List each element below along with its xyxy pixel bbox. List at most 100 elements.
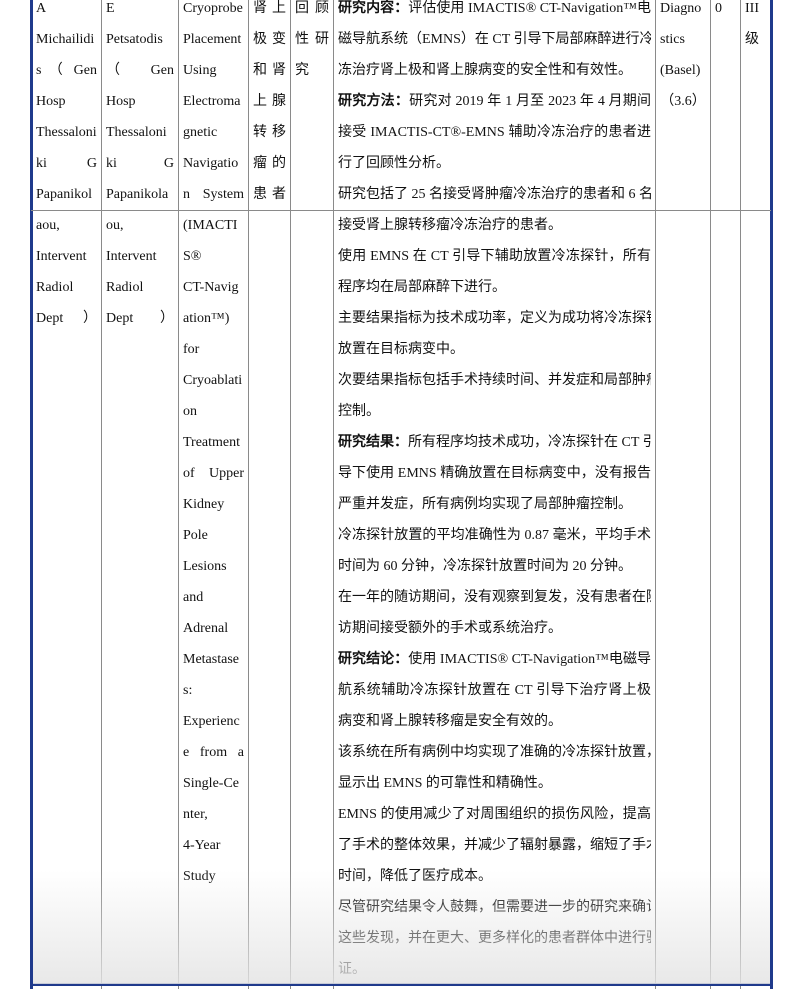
cell-line: 性研: [295, 32, 329, 47]
summary-line: 证。: [338, 954, 651, 985]
summary-text: 在一年的随访期间，没有观察到复发，没有患者在随: [338, 590, 651, 605]
summary-line: 航系统辅助冷冻探针放置在 CT 引导下治疗肾上极: [338, 675, 651, 706]
section-heading: 研究内容：: [338, 1, 409, 16]
summary-line: 冷冻探针放置的平均准确性为 0.87 毫米，平均手术: [338, 520, 651, 551]
summary-text: 接受 IMACTIS-CT®-EMNS 辅助冷冻治疗的患者进: [338, 125, 651, 140]
cell-line: 级: [745, 32, 759, 47]
summary-text: 访期间接受额外的手术或系统治疗。: [338, 621, 562, 636]
summary-line: 接受肾上腺转移瘤冷冻治疗的患者。: [338, 210, 651, 241]
cell-line: 转移: [253, 125, 286, 140]
cell-line: Cryoablati: [183, 373, 243, 388]
summary-line: 病变和肾上腺转移瘤是安全有效的。: [338, 706, 651, 737]
cell-line: III: [745, 1, 759, 16]
cell-line: E: [106, 1, 115, 16]
summary-line: 研究结果：所有程序均技术成功，冷冻探针在 CT 引: [338, 427, 651, 458]
cell-line: s:: [183, 683, 193, 698]
cell-line: Lesions: [183, 559, 227, 574]
summary-text: 行了回顾性分析。: [338, 156, 450, 171]
cell-line: Single-Ce: [183, 776, 239, 791]
summary-text: 冷冻探针放置的平均准确性为 0.87 毫米，平均手术: [338, 528, 651, 543]
cell-line: and: [183, 590, 204, 605]
cell-line: 0: [715, 1, 722, 16]
summary-line: 磁导航系统（EMNS）在 CT 引导下局部麻醉进行冷: [338, 24, 651, 55]
cell-line: Hosp: [36, 94, 66, 109]
summary-text: 显示出 EMNS 的可靠性和精确性。: [338, 776, 552, 791]
cell-author-2: ou, Intervent Radiol Dept）: [106, 210, 174, 334]
summary-line: 使用 EMNS 在 CT 引导下辅助放置冷冻探针，所有: [338, 241, 651, 272]
cell-line: A: [36, 1, 47, 16]
cell-line: e from a: [183, 745, 244, 760]
cell-line: ou,: [106, 218, 124, 233]
summary-text: 了手术的整体效果，并减少了辐射暴露，缩短了手术: [338, 838, 651, 853]
summary-line: 访期间接受额外的手术或系统治疗。: [338, 613, 651, 644]
cell-line: 患者: [253, 187, 286, 202]
cell-line: Diagno: [660, 1, 702, 16]
cell-author-1: aou, Intervent Radiol Dept）: [36, 210, 97, 334]
cell-line: Treatment: [183, 435, 241, 450]
summary-line: 研究包括了 25 名接受肾肿瘤冷冻治疗的患者和 6 名: [338, 179, 651, 210]
cell-line: Radiol: [106, 280, 144, 295]
summary-line: 次要结果指标包括手术持续时间、并发症和局部肿瘤: [338, 365, 651, 396]
column-divider: [248, 0, 249, 989]
cell-line: Intervent: [36, 249, 87, 264]
section-heading: 研究结论：: [338, 652, 409, 667]
column-divider: [101, 0, 102, 989]
cell-line: ki G: [106, 156, 174, 171]
cell-line: gnetic: [183, 125, 218, 140]
cell-line: (IMACTI: [183, 218, 238, 233]
cell-line: (Basel): [660, 63, 701, 78]
summary-line: 控制。: [338, 396, 651, 427]
cell-summary: 研究内容：评估使用 IMACTIS® CT-Navigation™电 磁导航系统（…: [338, 0, 651, 210]
summary-line: 冻治疗肾上极和肾上腺病变的安全性和有效性。: [338, 55, 651, 86]
cell-line: Intervent: [106, 249, 157, 264]
cell-line: Electroma: [183, 94, 241, 109]
cell-line: ation™): [183, 311, 230, 326]
cell-line: 究: [295, 63, 309, 78]
summary-text: 证。: [338, 962, 366, 977]
column-divider: [333, 0, 334, 989]
cell-title: (IMACTI S® CT-Navig ation™) for Cryoablati on T…: [183, 210, 244, 892]
summary-text: 控制。: [338, 404, 380, 419]
summary-line: 程序均在局部麻醉下进行。: [338, 272, 651, 303]
cell-line: CT-Navig: [183, 280, 239, 295]
summary-text: 研究包括了 25 名接受肾肿瘤冷冻治疗的患者和 6 名: [338, 187, 651, 202]
cell-line: Dept）: [106, 311, 174, 326]
cell-line: Radiol: [36, 280, 74, 295]
cell-line: 瘤的: [253, 156, 286, 171]
cell-line: Thessaloni: [106, 125, 167, 140]
cell-line: Adrenal: [183, 621, 229, 636]
summary-line: 严重并发症，所有病例均实现了局部肿瘤控制。: [338, 489, 651, 520]
cell-summary: 接受肾上腺转移瘤冷冻治疗的患者。使用 EMNS 在 CT 引导下辅助放置冷冻探针…: [338, 210, 651, 985]
cell-line: aou,: [36, 218, 60, 233]
cell-line: s （ Gen: [36, 63, 97, 78]
cell-line: Pole: [183, 528, 208, 543]
cell-line: stics: [660, 32, 685, 47]
summary-line: 接受 IMACTIS-CT®-EMNS 辅助冷冻治疗的患者进: [338, 117, 651, 148]
summary-text: 放置在目标病变中。: [338, 342, 464, 357]
summary-text: 航系统辅助冷冻探针放置在 CT 引导下治疗肾上极: [338, 683, 651, 698]
cell-line: of Upper: [183, 466, 244, 481]
table-section-border: [31, 983, 773, 986]
summary-line: 了手术的整体效果，并减少了辐射暴露，缩短了手术: [338, 830, 651, 861]
cell-line: Hosp: [106, 94, 136, 109]
cell-line: on: [183, 404, 197, 419]
row-divider: [31, 210, 771, 211]
cell-evidence-level: III 级: [745, 0, 766, 55]
cell-line: （3.6）: [660, 94, 706, 109]
summary-line: 该系统在所有病例中均实现了准确的冷冻探针放置，: [338, 737, 651, 768]
cell-line: for: [183, 342, 200, 357]
cell-line: S®: [183, 249, 202, 264]
cell-line: Study: [183, 869, 216, 884]
summary-text: 尽管研究结果令人鼓舞，但需要进一步的研究来确认: [338, 900, 651, 915]
column-divider: [290, 0, 291, 989]
summary-line: 在一年的随访期间，没有观察到复发，没有患者在随: [338, 582, 651, 613]
cell-line: Dept）: [36, 311, 97, 326]
table-outer-border: [30, 0, 33, 989]
summary-text: 次要结果指标包括手术持续时间、并发症和局部肿瘤: [338, 373, 651, 388]
cell-study-design: 回顾 性研究: [295, 0, 329, 86]
summary-line: EMNS 的使用减少了对周围组织的损伤风险，提高: [338, 799, 651, 830]
summary-text: 使用 EMNS 在 CT 引导下辅助放置冷冻探针，所有: [338, 249, 651, 264]
cell-line: Placement: [183, 32, 242, 47]
cell-line: Metastase: [183, 652, 239, 667]
summary-text: 这些发现，并在更大、更多样化的患者群体中进行验: [338, 931, 651, 946]
